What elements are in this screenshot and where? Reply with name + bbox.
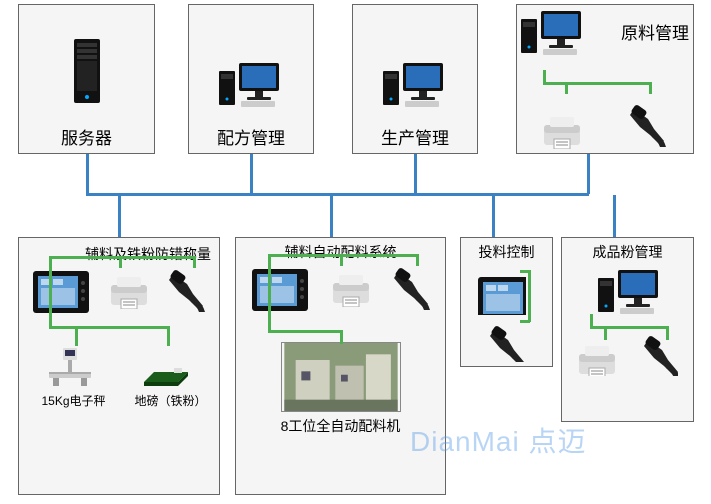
device-line <box>666 326 669 340</box>
label-printer-icon <box>577 344 615 376</box>
server-label: 服务器 <box>61 124 112 149</box>
factory-photo-icon <box>281 342 401 412</box>
device-line <box>49 256 195 259</box>
device-line <box>604 326 607 340</box>
device-line <box>416 254 419 266</box>
device-line <box>528 270 531 322</box>
device-line <box>340 254 343 266</box>
barcode-scanner-icon <box>490 326 524 362</box>
device-line <box>49 256 52 326</box>
bus-drop-server <box>86 154 89 194</box>
device-line <box>520 320 530 323</box>
device-line <box>520 270 530 273</box>
label-printer-icon <box>542 115 582 149</box>
bus-drop-production <box>414 154 417 194</box>
watermark-text: DianMai 点迈 <box>410 420 586 460</box>
recipe-label: 配方管理 <box>217 124 285 149</box>
bus-drop-recipe <box>250 154 253 194</box>
hmi-panel-icon <box>33 271 89 313</box>
pc-monitor-icon <box>598 268 658 314</box>
node-weighing: 辅料及铁粉防错称量 15Kg电子秤 地磅（铁粉） <box>18 237 220 495</box>
pc-monitor-icon <box>521 9 581 55</box>
node-finished: 成品粉管理 <box>561 237 694 422</box>
hmi-panel-icon <box>478 277 526 315</box>
bus-drop-weighing <box>118 195 121 237</box>
device-line <box>268 330 342 333</box>
device-line <box>565 82 568 94</box>
node-server: 服务器 <box>18 4 155 154</box>
machine-label: 8工位全自动配料机 <box>281 418 401 435</box>
bus-drop-finished <box>613 195 616 237</box>
hmi-panel-icon <box>252 269 308 311</box>
bus-drop-feed <box>492 195 495 237</box>
feed-control-title: 投料控制 <box>479 242 535 262</box>
device-line <box>49 326 169 329</box>
device-line <box>340 330 343 344</box>
node-feed-control: 投料控制 <box>460 237 553 367</box>
device-line <box>268 254 418 257</box>
device-line <box>543 70 546 82</box>
node-recipe: 配方管理 <box>188 4 314 154</box>
device-line <box>167 326 170 346</box>
bench-scale-icon <box>49 348 93 388</box>
device-line <box>268 254 271 330</box>
floor-scale-icon <box>144 368 190 388</box>
device-line <box>193 256 196 268</box>
device-line <box>649 82 652 94</box>
floor-scale-label: 地磅（铁粉） <box>135 394 205 408</box>
scale-label: 15Kg电子秤 <box>34 394 114 408</box>
barcode-scanner-icon <box>169 270 205 314</box>
server-tower-icon <box>72 39 102 109</box>
production-label: 生产管理 <box>381 124 449 149</box>
label-printer-icon <box>331 273 371 307</box>
device-line <box>119 256 122 268</box>
node-production: 生产管理 <box>352 4 478 154</box>
barcode-scanner-icon <box>630 105 668 149</box>
device-line <box>543 82 651 85</box>
node-raw-material: 原料管理 <box>516 4 694 154</box>
bus-drop-autobatch <box>330 195 333 237</box>
finished-title: 成品粉管理 <box>593 242 663 262</box>
bus-drop-raw <box>587 154 590 194</box>
barcode-scanner-icon <box>394 268 430 312</box>
pc-monitor-icon <box>219 61 283 109</box>
bus-horizontal <box>86 193 589 196</box>
barcode-scanner-icon <box>644 336 678 376</box>
device-line <box>590 314 593 326</box>
device-line <box>75 326 78 346</box>
raw-material-label: 原料管理 <box>621 19 689 44</box>
label-printer-icon <box>109 275 149 309</box>
pc-monitor-icon <box>383 61 447 109</box>
device-line <box>590 326 668 329</box>
